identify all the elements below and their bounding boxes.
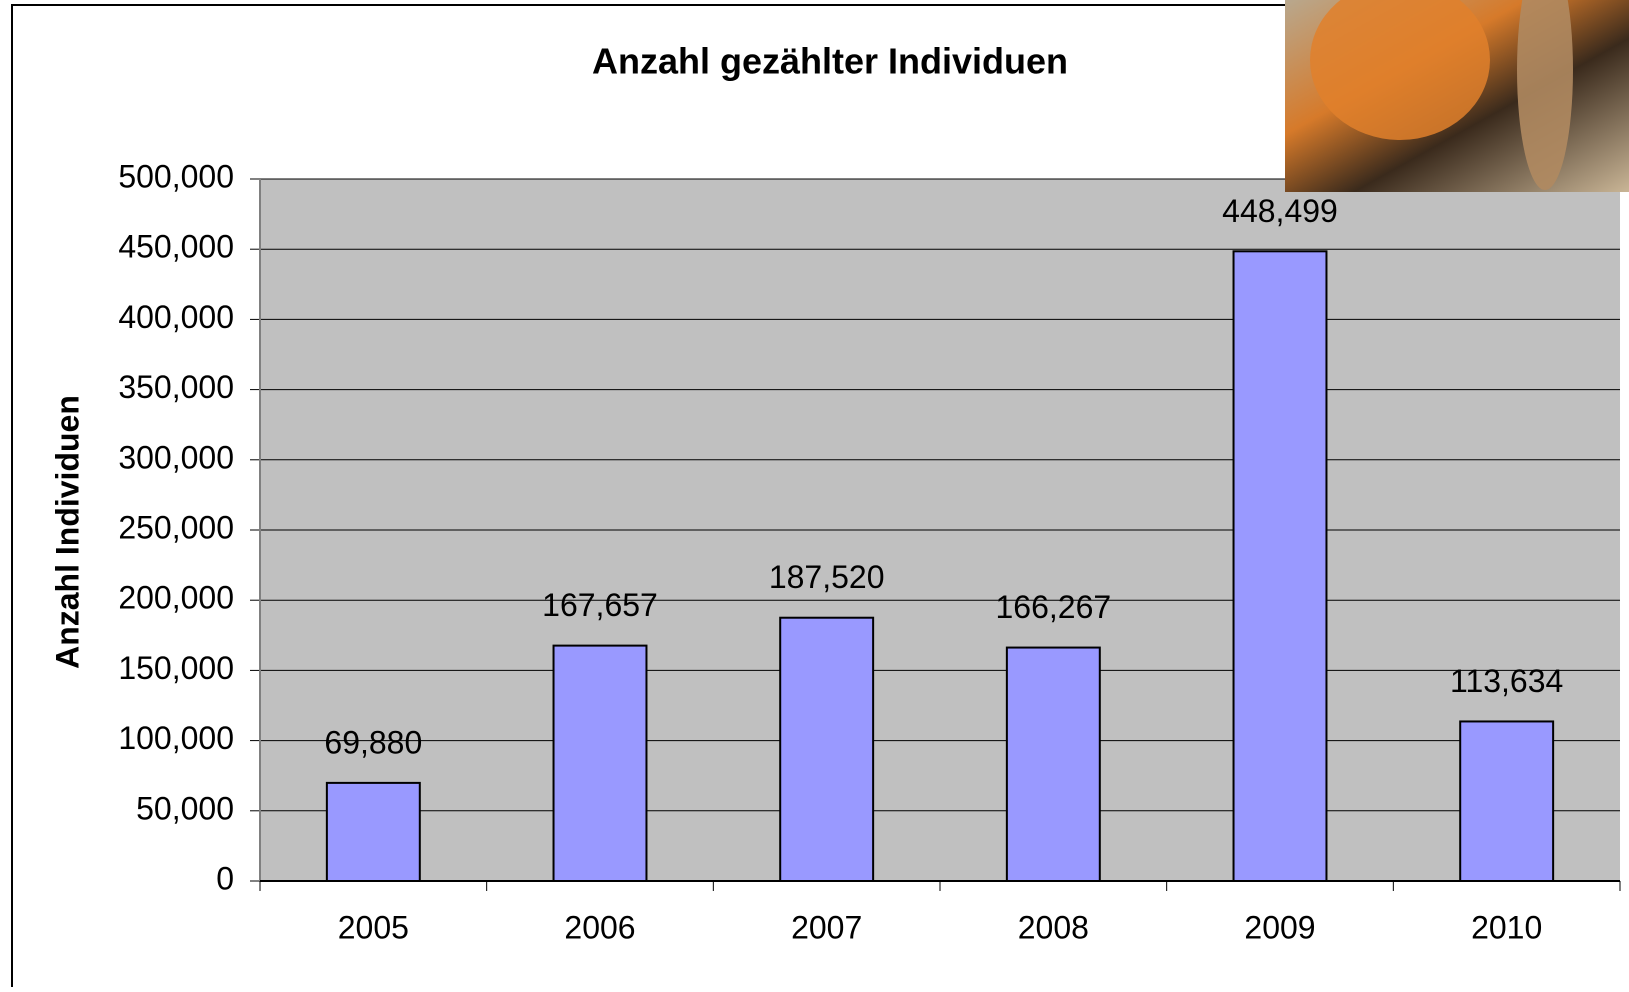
y-tick-label: 100,000 (118, 720, 234, 756)
y-tick-label: 150,000 (118, 650, 234, 686)
chart-title: Anzahl gezählter Individuen (592, 41, 1068, 82)
y-tick-label: 400,000 (118, 299, 234, 335)
y-tick-label: 500,000 (118, 158, 234, 194)
x-tick-label: 2010 (1471, 909, 1542, 945)
data-label: 166,267 (995, 589, 1111, 625)
bar (1459, 720, 1555, 883)
butterfly-body (1517, 0, 1573, 190)
data-label: 167,657 (542, 587, 658, 623)
data-label: 448,499 (1222, 193, 1338, 229)
y-axis-label: Anzahl Individuen (49, 395, 85, 669)
bar (1232, 250, 1328, 882)
bar (1005, 646, 1101, 883)
y-tick-label: 0 (216, 860, 234, 896)
data-label: 113,634 (1450, 663, 1563, 699)
y-tick-label: 450,000 (118, 229, 234, 265)
butterfly-wing (1310, 0, 1490, 140)
y-tick-label: 200,000 (118, 580, 234, 616)
x-tick-label: 2005 (338, 909, 409, 945)
bar (552, 644, 648, 882)
x-tick-label: 2009 (1244, 909, 1315, 945)
x-tick-label: 2008 (1018, 909, 1089, 945)
data-label: 187,520 (769, 559, 885, 595)
x-tick-label: 2007 (791, 909, 862, 945)
y-tick-label: 250,000 (118, 509, 234, 545)
bar (779, 616, 875, 882)
y-tick-label: 50,000 (136, 790, 234, 826)
y-tick-label: 300,000 (118, 439, 234, 475)
bar (325, 781, 421, 883)
data-label: 69,880 (324, 724, 422, 760)
y-tick-label: 350,000 (118, 369, 234, 405)
x-tick-label: 2006 (564, 909, 635, 945)
